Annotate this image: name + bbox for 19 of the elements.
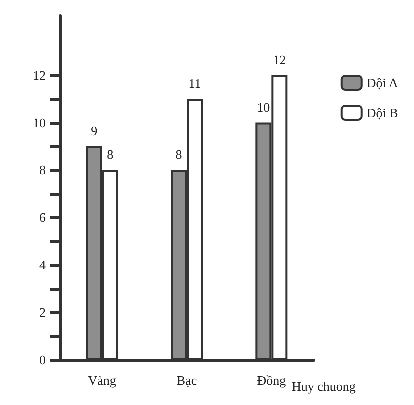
x-axis-title: Huy chuong: [292, 379, 356, 394]
x-tick-label: Đồng: [257, 373, 287, 388]
x-tick-label: Bạc: [176, 373, 198, 388]
y-tick-label: 12: [33, 68, 46, 83]
y-tick-label: 0: [40, 352, 46, 368]
data-label: 10: [257, 100, 270, 115]
data-label: 8: [176, 147, 182, 162]
y-tick-label: 6: [40, 210, 46, 226]
data-label: 11: [188, 76, 202, 92]
legend-label: Đội A: [366, 76, 399, 90]
y-tick-label: 4: [40, 258, 46, 273]
data-label: 8: [107, 147, 114, 162]
y-tick-label: 10: [33, 115, 46, 130]
legend-label: Đội B: [366, 106, 399, 120]
data-label: 9: [91, 123, 98, 138]
y-tick-label: 2: [40, 305, 46, 320]
y-tick-label: 8: [40, 162, 46, 178]
x-tick-label: Vàng: [88, 373, 117, 388]
data-label: 12: [273, 52, 286, 68]
